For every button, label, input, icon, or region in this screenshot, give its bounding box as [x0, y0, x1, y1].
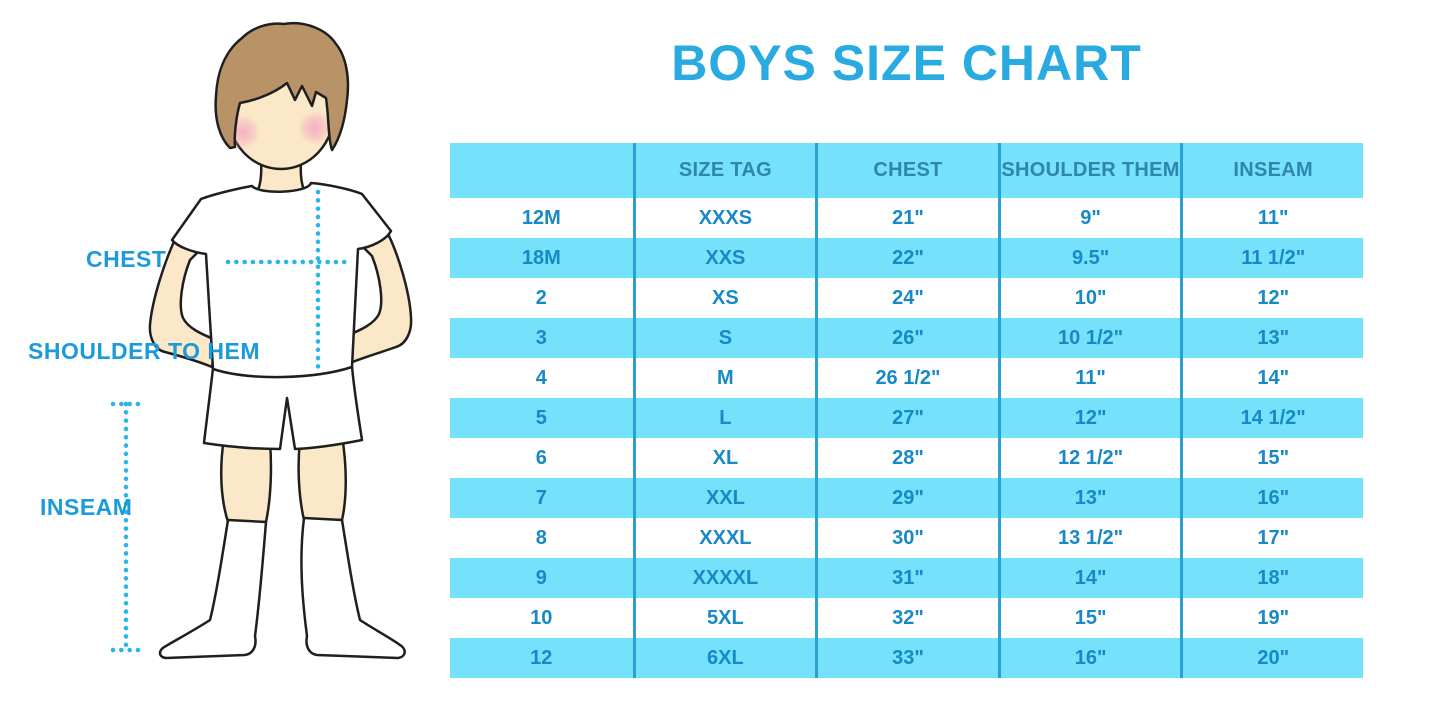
table-cell: XXL — [632, 478, 816, 518]
table-cell: XXXS — [632, 198, 816, 238]
column-header: INSEAM — [1180, 143, 1363, 198]
table-cell: 10 1/2" — [997, 318, 1181, 358]
table-cell: XL — [632, 438, 816, 478]
table-cell: 19" — [1180, 598, 1363, 638]
table-cell: 28" — [815, 438, 998, 478]
table-cell: 22" — [815, 238, 998, 278]
table-header-row: SIZE TAG CHEST SHOULDER THEM INSEAM — [450, 143, 1363, 198]
blush-right — [298, 111, 332, 145]
table-cell: 13" — [997, 478, 1181, 518]
column-header — [450, 143, 633, 198]
table-cell: 16" — [1180, 478, 1363, 518]
table-cell: 27" — [815, 398, 998, 438]
socks — [158, 516, 406, 660]
table-row: 3 S 26" 10 1/2" 13" — [450, 318, 1363, 358]
table-row: 10 5XL 32" 15" 19" — [450, 598, 1363, 638]
table-cell: 11 1/2" — [1180, 238, 1363, 278]
table-cell: 30" — [815, 518, 998, 558]
table-cell: 6 — [535, 446, 547, 469]
table-row: 12 6XL 33" 16" 20" — [450, 638, 1363, 678]
table-row: 9 XXXXL 31" 14" 18" — [450, 558, 1363, 598]
table-cell: 11" — [1180, 198, 1363, 238]
table-cell: 13 1/2" — [997, 518, 1181, 558]
table-row: 8 XXXL 30" 13 1/2" 17" — [450, 518, 1363, 558]
column-header: SIZE TAG — [632, 143, 816, 198]
table-cell: 21" — [815, 198, 998, 238]
table-cell: 12 — [530, 646, 553, 669]
shorts — [202, 364, 364, 451]
size-chart-table: SIZE TAG CHEST SHOULDER THEM INSEAM 12M XXXS 2… — [450, 143, 1363, 678]
table-row: 4 M 26 1/2" 11" 14" — [450, 358, 1363, 398]
table-cell: 17" — [1180, 518, 1363, 558]
table-cell: 24" — [815, 278, 998, 318]
table-cell: 16" — [997, 638, 1181, 678]
table-cell: 15" — [1180, 438, 1363, 478]
legs — [219, 434, 347, 524]
table-cell: XXS — [632, 238, 816, 278]
table-cell: XXXL — [632, 518, 816, 558]
table-row: 2 XS 24" 10" 12" — [450, 278, 1363, 318]
table-cell: 29" — [815, 478, 998, 518]
table-row: 7 XXL 29" 13" 16" — [450, 478, 1363, 518]
column-header: SHOULDER THEM — [997, 143, 1181, 198]
table-cell: 12" — [997, 398, 1181, 438]
table-cell: 12" — [1180, 278, 1363, 318]
table-cell: 7 — [535, 486, 547, 509]
table-cell: 9" — [997, 198, 1181, 238]
table-cell: 5 — [535, 406, 547, 429]
table-cell: 4 — [535, 366, 547, 389]
table-cell: 10 — [530, 606, 553, 629]
table-cell: 18M — [521, 246, 561, 269]
arms — [148, 226, 413, 369]
table-cell: 9 — [535, 566, 547, 589]
table-cell: L — [632, 398, 816, 438]
table-cell: 26 1/2" — [815, 358, 998, 398]
table-cell: 12 1/2" — [997, 438, 1181, 478]
table-cell: 3 — [535, 326, 547, 349]
table-cell: 14 1/2" — [1180, 398, 1363, 438]
table-cell: S — [632, 318, 816, 358]
table-cell: 2 — [535, 286, 547, 309]
table-cell: M — [632, 358, 816, 398]
table-cell: 10" — [997, 278, 1181, 318]
table-cell: 11" — [997, 358, 1181, 398]
table-cell: 26" — [815, 318, 998, 358]
shoulder-to-hem-label: SHOULDER TO HEM — [28, 338, 260, 364]
hair — [214, 21, 350, 152]
table-row: 18M XXS 22" 9.5" 11 1/2" — [450, 238, 1363, 278]
table-cell: XXXXL — [632, 558, 816, 598]
table-cell: 9.5" — [997, 238, 1181, 278]
table-cell: 8 — [535, 526, 547, 549]
table-cell: 15" — [997, 598, 1181, 638]
table-cell: 14" — [997, 558, 1181, 598]
column-header: CHEST — [815, 143, 998, 198]
table-cell: 5XL — [632, 598, 816, 638]
t-shirt — [170, 181, 393, 379]
table-cell: 33" — [815, 638, 998, 678]
table-cell: 18" — [1180, 558, 1363, 598]
table-cell: 31" — [815, 558, 998, 598]
table-row: 12M XXXS 21" 9" 11" — [450, 198, 1363, 238]
boy-illustration — [110, 21, 413, 660]
table-cell: 12M — [521, 206, 561, 229]
table-cell: 32" — [815, 598, 998, 638]
measurement-lines — [110, 189, 348, 653]
page-title: BOYS SIZE CHART — [671, 35, 1142, 91]
table-row: 6 XL 28" 12 1/2" 15" — [450, 438, 1363, 478]
table-cell: 13" — [1180, 318, 1363, 358]
inseam-label: INSEAM — [40, 494, 133, 520]
table-cell: 20" — [1180, 638, 1363, 678]
table-cell: 14" — [1180, 358, 1363, 398]
chest-label: CHEST — [86, 246, 167, 272]
table-cell: XS — [632, 278, 816, 318]
measurement-figure: CHEST SHOULDER TO HEM INSEAM — [0, 0, 450, 723]
table-row: 5 L 27" 12" 14 1/2" — [450, 398, 1363, 438]
table-cell: 6XL — [632, 638, 816, 678]
